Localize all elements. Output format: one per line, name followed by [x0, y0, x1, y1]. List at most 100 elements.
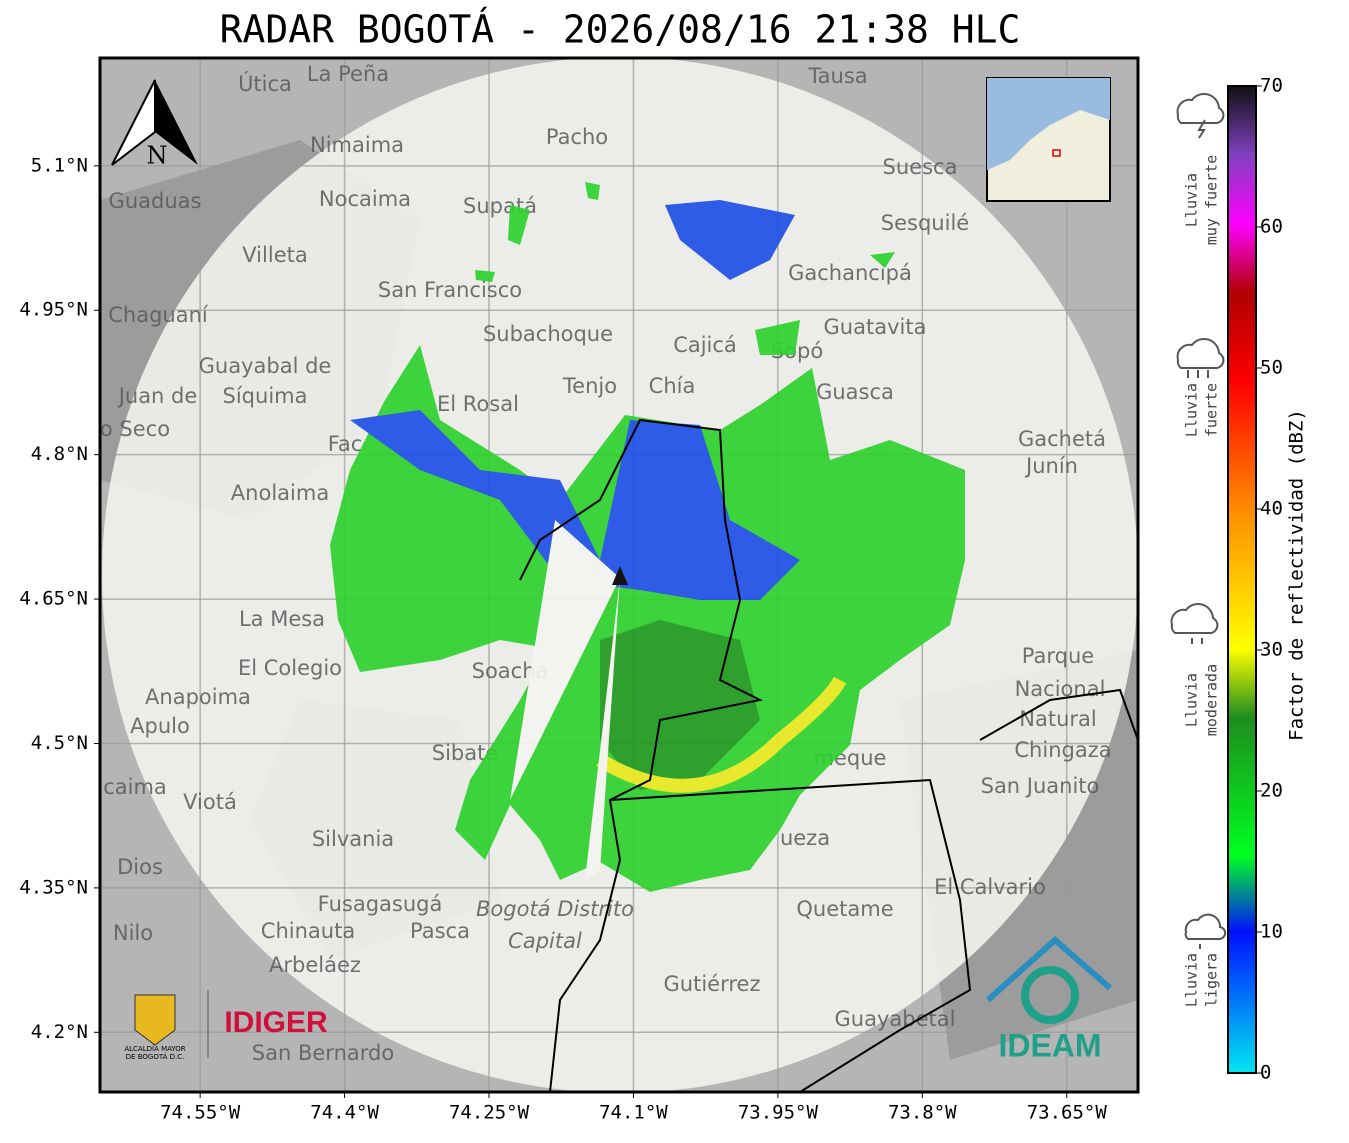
radar-echoes — [330, 182, 965, 892]
place-name: Tausa — [807, 64, 867, 88]
place-name: Silvania — [312, 827, 394, 851]
inset-map — [986, 77, 1111, 202]
map-frame — [98, 56, 1140, 1094]
north-arrow: N — [111, 79, 198, 170]
title: RADAR BOGOTÁ - 2026/08/16 21:38 HLC — [220, 8, 1021, 52]
place-name: Junín — [1024, 454, 1078, 478]
place-name: Guaduas — [109, 189, 202, 213]
place-name: Pacho — [546, 125, 608, 149]
place-name: ueza — [780, 826, 830, 850]
place-name: Gachancipá — [788, 261, 912, 285]
place-name: Fusagasugá — [318, 892, 443, 916]
colorbar-axis: 0 10 20 30 40 50 60 70 — [1256, 75, 1283, 1084]
place-name: Dios — [117, 855, 163, 879]
y-tick-label: 4.35°N — [19, 876, 88, 898]
place-name: Guasca — [816, 380, 894, 404]
place-name: Sesquilé — [881, 211, 969, 235]
colorbar-tick-label: 60 — [1260, 216, 1283, 238]
place-name: Cajicá — [673, 333, 737, 357]
boundaries — [519, 418, 1138, 1092]
x-tick-label: 74.4°W — [310, 1102, 379, 1124]
place-name: Suesca — [883, 155, 958, 179]
district-name: Capital — [508, 929, 582, 953]
echo-blue-north — [665, 200, 795, 280]
place-name: Nimaima — [310, 133, 404, 157]
x-tick-label: 73.8°W — [888, 1102, 957, 1124]
y-tick-label: 4.5°N — [31, 732, 88, 754]
place-name: Arbeláez — [269, 953, 361, 977]
rain-category: Lluvia — [1183, 173, 1201, 227]
colorbar-tick-label: 50 — [1260, 357, 1283, 379]
place-name: Gutiérrez — [664, 972, 761, 996]
rain-category: fuerte — [1203, 383, 1221, 437]
place-name: El Calvario — [934, 875, 1046, 899]
rain-category: Lluvia — [1183, 673, 1201, 727]
place-name: Fac — [328, 432, 363, 456]
y-tick-label: 4.95°N — [19, 299, 88, 321]
y-tick-label: 5.1°N — [31, 154, 88, 176]
grid — [100, 58, 1138, 1092]
place-name: Quetame — [796, 897, 893, 921]
place-name: Chía — [649, 374, 696, 398]
x-tick-label: 74.55°W — [160, 1102, 241, 1124]
place-name: Anolaima — [231, 481, 329, 505]
rain-category: moderada — [1203, 664, 1221, 736]
radar-site — [612, 566, 628, 585]
colorbar-label: Factor de reflectividad (dBZ) — [1286, 409, 1308, 741]
x-tick-label: 74.25°W — [449, 1102, 530, 1124]
x-tick-label: 73.95°W — [738, 1102, 819, 1124]
place-name: San Francisco — [378, 278, 522, 302]
y-tick-label: 4.65°N — [19, 588, 88, 610]
place-name: Tenjo — [562, 374, 617, 398]
place-name: Subachoque — [483, 322, 613, 346]
place-name: Apulo — [130, 714, 190, 738]
place-name: Guayabal de — [199, 354, 332, 378]
place-name: Viotá — [183, 790, 237, 814]
beam-blockage — [510, 520, 620, 880]
echo-blue — [350, 410, 800, 600]
place-name: Nilo — [113, 921, 153, 945]
colorbar-tick-label: 20 — [1260, 780, 1283, 802]
place-name: El Colegio — [238, 656, 342, 680]
logo-ideam: IDEAM — [998, 1027, 1101, 1063]
logo-text: ALCALDÍA MAYOR — [124, 1044, 185, 1053]
logo-idiger: IDIGER — [224, 1006, 328, 1039]
x-tick-label: 73.65°W — [1027, 1102, 1108, 1124]
place-name: La Peña — [307, 62, 389, 86]
place-name: La Mesa — [239, 607, 325, 631]
place-names: La Peña Útica Tausa Pacho Nimaima Suesca Nocai… — [100, 62, 1112, 1065]
place-name: Chaguaní — [108, 303, 209, 327]
colorbar-tick-label: 70 — [1260, 75, 1283, 97]
map-area: La Peña Útica Tausa Pacho Nimaima Suesca Nocai… — [100, 58, 1138, 1092]
place-name: Gachetá — [1018, 427, 1106, 451]
axes: 74.55°W 74.4°W 74.25°W 74.1°W 73.95°W 73.8°W 7… — [19, 154, 1107, 1123]
place-name: Parque — [1022, 644, 1094, 668]
colorbar-tick-label: 30 — [1260, 639, 1283, 661]
place-name: Anapoima — [145, 685, 251, 709]
place-name: Chinauta — [261, 919, 355, 943]
logos: ALCALDÍA MAYOR DE BOGOTÁ D.C. IDIGER IDE… — [124, 935, 1112, 1063]
place-name: Pasca — [410, 919, 470, 943]
place-name: El Rosal — [437, 392, 519, 416]
logo-text: DE BOGOTÁ D.C. — [126, 1052, 185, 1061]
y-tick-label: 4.8°N — [31, 443, 88, 465]
place-name: Chingaza — [1014, 738, 1111, 762]
x-tick-label: 74.1°W — [599, 1102, 668, 1124]
place-name: San Juanito — [981, 774, 1100, 798]
echo-dark-green — [600, 620, 760, 790]
rain-category: ligera — [1203, 953, 1221, 1007]
rain-category: Lluvia — [1183, 383, 1201, 437]
colorbar-tick-label: 10 — [1260, 921, 1283, 943]
place-name: Nacional — [1015, 677, 1106, 701]
rain-category: muy fuerte — [1203, 155, 1221, 245]
colorbar — [1227, 85, 1257, 1074]
colorbar-tick-label: 0 — [1260, 1062, 1271, 1084]
place-name: o Seco — [100, 417, 170, 441]
echo-yellow — [596, 676, 847, 793]
place-name: Guayabetal — [835, 1007, 956, 1031]
place-name: Útica — [238, 71, 292, 96]
place-name: Nocaima — [319, 187, 411, 211]
